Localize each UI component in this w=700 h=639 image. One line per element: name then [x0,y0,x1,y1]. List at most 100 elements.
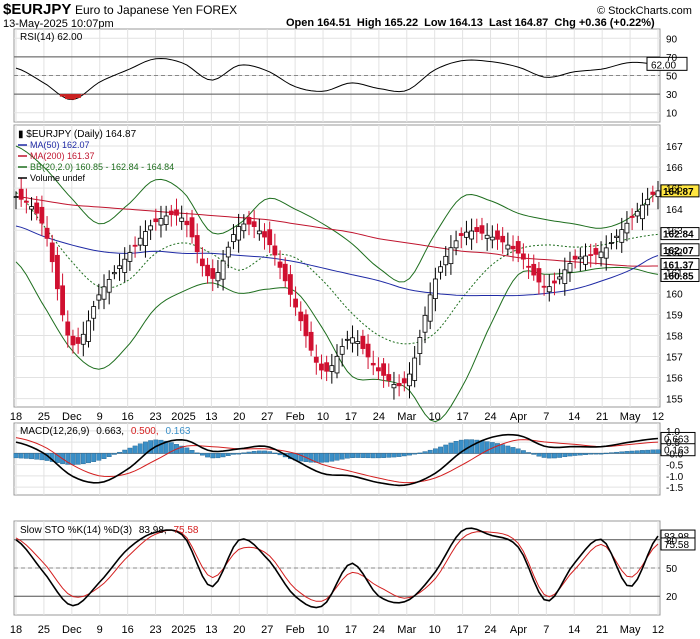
macd-line [15,433,659,487]
macd-histogram-bar [370,453,376,459]
x-tick-label: 23 [149,624,161,636]
candle-body [277,261,283,268]
sto-y-label: 50 [666,564,678,575]
macd-histogram-bar [614,451,619,454]
x-tick-label: 10 [429,624,441,636]
macd-histogram-bar [350,453,355,458]
macd-histogram-bar [438,446,443,454]
chart-datetime: 13-May-2025 10:07pm [3,18,114,30]
macd-histogram-bar [158,439,164,454]
candle-body [267,229,273,246]
macd-histogram-bar [448,442,454,454]
macd-signal-line [15,437,659,484]
macd-histogram-bar [645,449,651,454]
candle-body [609,242,614,244]
candle-body [256,230,262,235]
candle-body [588,254,594,256]
x-tick-label: 20 [233,411,245,423]
price-y-label: 157 [666,352,683,363]
candle-body [308,331,314,351]
macd-label: MACD(12,26,9) 0.663, 0.500, 0.163 [20,426,191,437]
candle-body [60,285,65,316]
hist-value: 0.163 [165,426,190,437]
candle-body [210,268,216,279]
macd-histogram-bar [23,453,29,459]
candle-body [464,231,469,238]
price-y-label: 163 [666,226,683,237]
macd-histogram-bar [655,449,661,454]
macd-y-label: -0.0 [666,449,684,460]
macd-histogram-bar [407,453,412,456]
candle-body [655,190,661,198]
bb-lower-line [15,261,659,423]
x-tick-label: 16 [122,624,134,636]
macd-histogram-bar [220,453,226,458]
candle-body [629,215,635,218]
candle-body [572,255,578,260]
d-value: 75.58 [173,525,198,536]
price-y-label: 166 [666,163,683,174]
candle-body [231,234,236,243]
macd-histogram-bar [500,444,506,454]
macd-histogram-bar [339,453,345,460]
macd-histogram-bar [168,442,174,454]
candle-body [520,253,526,260]
candle-body [220,260,226,280]
macd-y-label: -1.5 [666,483,684,494]
candle-body [645,198,651,206]
candle-body [303,314,309,337]
rsi-value-label: 62.00 [651,60,676,71]
macd-histogram-bar [96,453,102,461]
candle-body [168,210,174,216]
x-tick-label: Dec [62,624,82,636]
sto-k-line [15,527,659,609]
macd-histogram-bar [277,453,283,456]
x-tick-label: 25 [38,411,50,423]
candle-body [153,218,159,223]
x-tick-label: 12 [652,411,664,423]
candle-body [225,246,231,258]
candle-body [344,338,350,341]
candle-body [489,236,495,241]
macd-histogram-bar [308,453,314,463]
macd-histogram-bar [381,453,386,458]
candle-body [194,235,200,253]
macd-histogram-bar [334,453,340,461]
macd-histogram-bar [231,453,236,455]
macd-histogram-bar [143,441,148,454]
x-tick-label: Apr [510,411,527,423]
macd-histogram-bar [272,452,278,454]
candle-body [536,268,542,283]
x-tick-label: 27 [261,624,273,636]
price-value-box [660,268,700,282]
legend-entry-ma50: MA(50) 162.07 [30,140,90,150]
x-tick-label: 24 [484,624,496,636]
legend-entry-ma200: MA(200) 161.37 [30,151,95,161]
macd-histogram-bar [376,453,381,459]
x-tick-label: 2025 [171,411,195,423]
k-value: 83.98, [139,525,167,536]
macd-histogram-bar [505,445,511,454]
macd-y-label: -0.5 [666,461,684,472]
candle-body [526,265,531,268]
candle-body [29,206,34,210]
rsi-line [15,57,659,101]
x-tick-label: 21 [596,624,608,636]
candle-body [396,383,402,387]
price-y-label: 159 [666,310,683,321]
candle-body [432,278,438,299]
candle-body [422,314,428,333]
candle-body [44,227,50,239]
candle-body [55,254,60,290]
price-legend-title: ▮ $EURJPY (Daily) 164.87 [18,129,137,140]
x-tick-label: 9 [97,411,103,423]
macd-histogram-bar [552,453,557,459]
macd-histogram-bar [598,453,604,455]
macd-histogram-bar [256,450,262,454]
candle-body [614,235,619,238]
candle-body [334,355,340,374]
price-y-label: 165 [666,184,683,195]
